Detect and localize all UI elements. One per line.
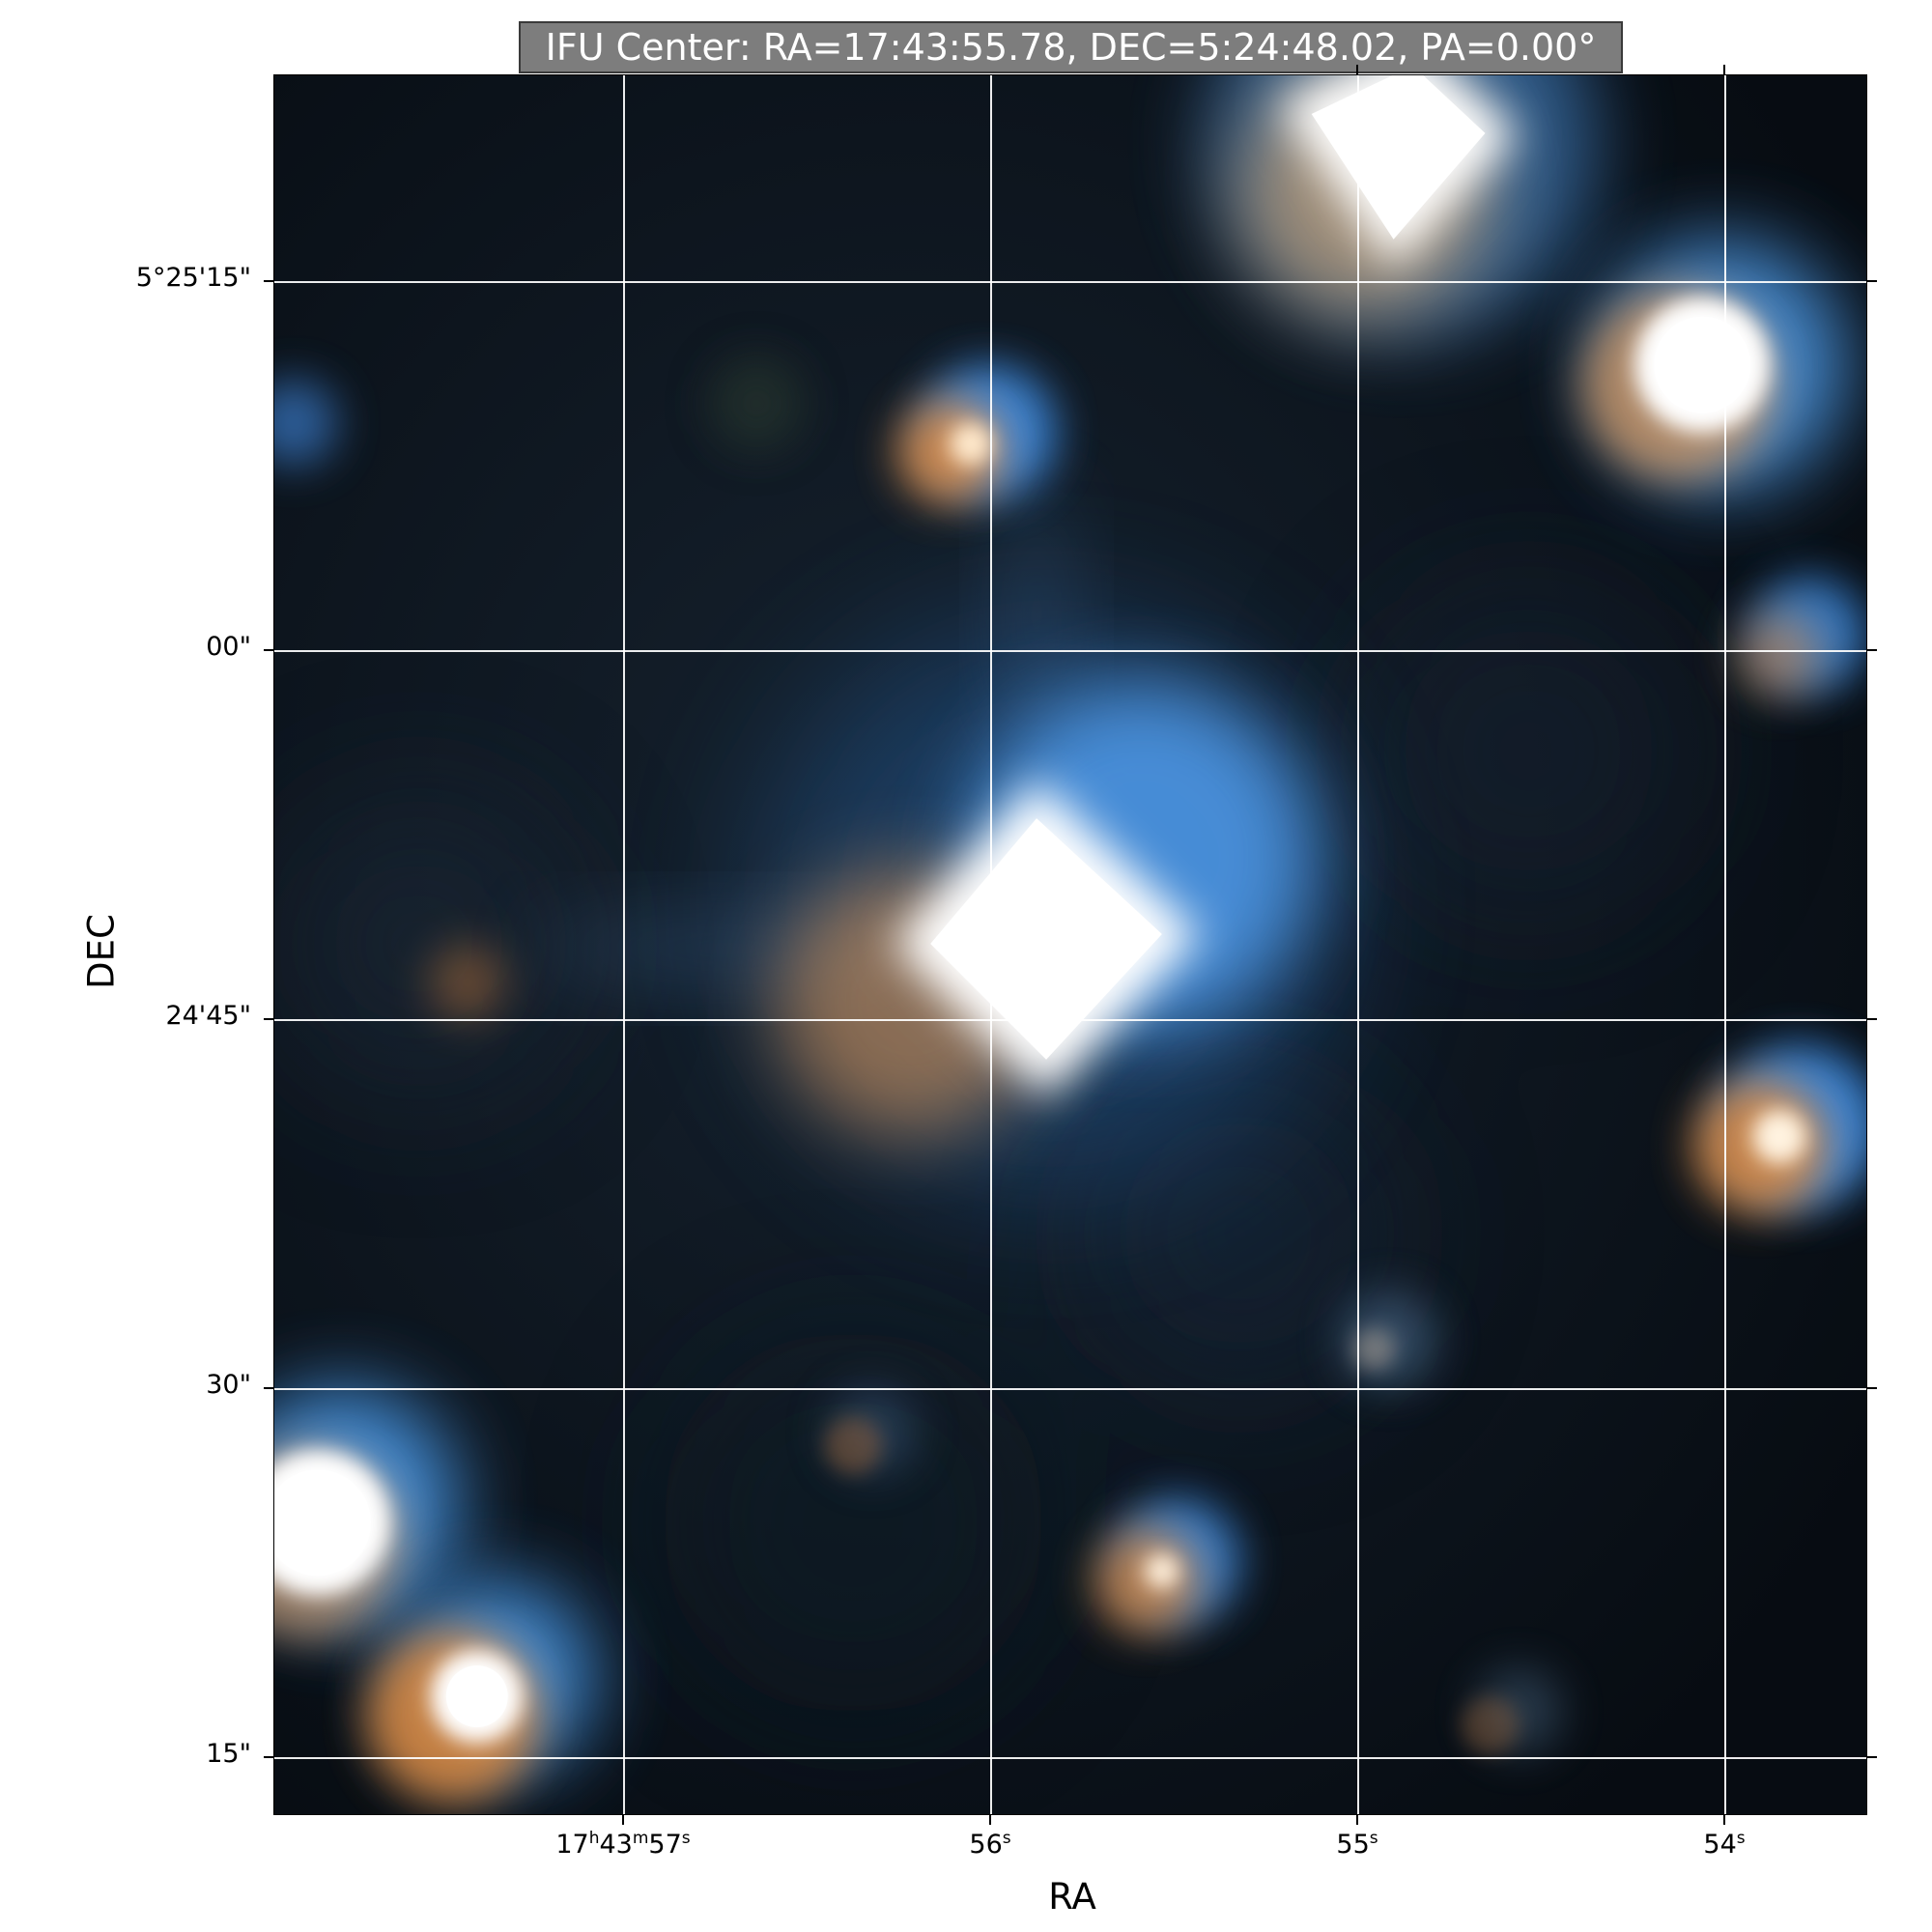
x-tick-mark [1356, 1815, 1358, 1825]
y-tick-label: 30" [206, 1370, 251, 1400]
star-upper-center [896, 364, 1057, 505]
y-tick-mark [264, 280, 273, 282]
x-tick-mark-top [1356, 65, 1358, 74]
y-tick-mark [264, 1387, 273, 1389]
star-lower-left [274, 1387, 458, 1639]
x-tick-label: 17h43m57s [555, 1829, 691, 1860]
star-top [1209, 75, 1597, 336]
x-tick-label: 55s [1336, 1829, 1378, 1860]
x-tick-mark-top [1723, 65, 1725, 74]
sky-image [274, 75, 1866, 1814]
star-lower-center [1094, 1498, 1239, 1634]
grid-line-dec-24-15 [274, 1757, 1866, 1759]
x-tick-mark [1723, 1815, 1725, 1825]
y-tick-label: 24'45" [165, 1001, 251, 1031]
grid-line-dec-24-30 [274, 1388, 1866, 1390]
x-axis-label: RA [1048, 1876, 1096, 1918]
x-tick-mark [622, 1815, 624, 1825]
star-right-edge [1736, 577, 1866, 698]
star-right-mid [1692, 1044, 1866, 1214]
grid-line-dec-25-15 [274, 281, 1866, 283]
y-tick-mark-right [1867, 280, 1877, 282]
grid-line-ra-55 [1357, 75, 1359, 1814]
y-axis-label: DEC [80, 914, 123, 989]
sky-image-panel [273, 74, 1867, 1815]
y-tick-label: 15" [206, 1739, 251, 1769]
x-tick-label: 54s [1703, 1829, 1746, 1860]
y-tick-mark-right [1867, 1018, 1877, 1020]
grid-line-ra-56 [990, 75, 992, 1814]
y-tick-mark [264, 1018, 273, 1020]
x-tick-mark [989, 1815, 991, 1825]
y-tick-label: 00" [206, 632, 251, 662]
y-tick-mark-right [1867, 1387, 1877, 1389]
plot-title: IFU Center: RA=17:43:55.78, DEC=5:24:48.… [519, 21, 1623, 73]
y-tick-label: 5°25'15" [135, 263, 251, 293]
central-star [534, 480, 1341, 1195]
grid-line-dec-25-00 [274, 650, 1866, 652]
x-tick-label: 56s [969, 1829, 1011, 1860]
star-upper-right [1581, 239, 1848, 491]
grid-line-ra-57 [623, 75, 625, 1814]
faint-stars [274, 355, 1563, 1755]
star-bottom-left [365, 1580, 593, 1804]
grid-line-dec-24-45 [274, 1019, 1866, 1021]
y-tick-mark-right [1867, 649, 1877, 651]
y-tick-mark-right [1867, 1756, 1877, 1758]
y-tick-mark [264, 649, 273, 651]
y-tick-mark [264, 1756, 273, 1758]
grid-line-ra-54 [1724, 75, 1726, 1814]
